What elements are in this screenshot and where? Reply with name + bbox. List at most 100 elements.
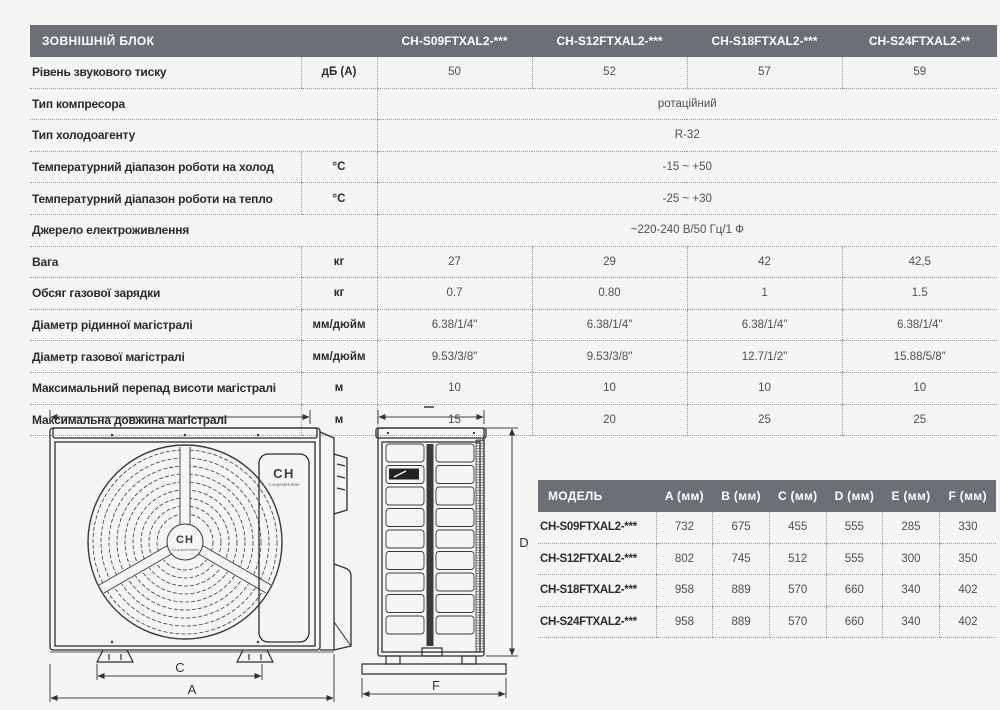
dims-value-0: 958 xyxy=(655,606,713,639)
side-dimension-f: F xyxy=(361,678,507,698)
dims-header-row: МОДЕЛЬ A (мм) B (мм) C (мм) D (мм) E (мм) F (м… xyxy=(538,480,996,512)
dims-value-0: 802 xyxy=(655,543,713,576)
side-handle xyxy=(389,468,419,480)
spec-value-1: 6.38/1/4" xyxy=(531,309,688,342)
spec-row: Обсяг газової зарядки кг 0.7 0.80 1 1.5 xyxy=(30,277,998,310)
dims-value-2: 570 xyxy=(768,606,827,639)
spec-row-unit: м xyxy=(300,372,378,405)
dims-row: CH-S09FTXAL2-*** 732 675 455 555 285 330 xyxy=(538,512,996,544)
outdoor-unit-side-drawing: D F xyxy=(361,406,529,698)
spec-row: Джерело електроживлення ~220-240 В/50 Гц/… xyxy=(30,214,998,247)
dims-value-3: 555 xyxy=(825,512,883,544)
spec-row-label: Джерело електроживлення xyxy=(30,214,378,247)
side-top-dimension xyxy=(377,406,485,424)
spec-row: Температурний діапазон роботи на тепло °С… xyxy=(30,182,998,215)
spec-value-0: 6.38/1/4" xyxy=(376,309,533,342)
spec-row-label: Діаметр рідинної магістралі xyxy=(30,309,301,342)
spec-value-1: 29 xyxy=(531,246,688,279)
dims-value-5: 402 xyxy=(938,574,996,607)
side-dimension-d: D xyxy=(486,427,529,657)
spec-value-0: 15 xyxy=(376,404,533,437)
spec-value-0: 9.53/3/8" xyxy=(376,340,533,373)
fan-grille xyxy=(87,444,283,640)
dims-value-0: 958 xyxy=(655,574,713,607)
dims-row: CH-S24FTXAL2-*** 958 889 570 660 340 402 xyxy=(538,606,996,639)
spec-row: Максимальна довжина магістралі м 15 20 25 25 xyxy=(30,404,998,437)
dims-value-2: 455 xyxy=(768,512,827,544)
dims-value-2: 570 xyxy=(768,574,827,607)
spec-row-label: Максимальна довжина магістралі xyxy=(30,404,301,437)
front-feet xyxy=(50,649,334,663)
dims-value-4: 340 xyxy=(882,606,940,639)
spec-row-label: Діаметр газової магістралі xyxy=(30,340,301,373)
spec-row-label: Температурний діапазон роботи на холод xyxy=(30,151,301,184)
spec-row-value-merged: -25 ~ +30 xyxy=(376,182,998,215)
dims-row-model: CH-S09FTXAL2-*** xyxy=(538,512,657,544)
dims-value-4: 285 xyxy=(882,512,940,544)
dims-header-1: A (мм) xyxy=(656,480,713,512)
spec-value-2: 57 xyxy=(686,57,843,89)
spec-row: Вага кг 27 29 42 42,5 xyxy=(30,246,998,279)
spec-row: Рівень звукового тиску дБ (А) 50 52 57 59 xyxy=(30,57,998,89)
dims-header-0: МОДЕЛЬ xyxy=(538,480,657,512)
front-unit-body xyxy=(49,427,352,651)
spec-value-1: 0.80 xyxy=(531,277,688,310)
spec-header-row: ЗОВНІШНІЙ БЛОК CH-S09FTXAL2-*** CH-S12FTXA… xyxy=(30,25,998,57)
dims-value-4: 340 xyxy=(882,574,940,607)
dim-label-a: A xyxy=(188,682,197,697)
spec-row: Діаметр газової магістралі мм/дюйм 9.53/3/… xyxy=(30,340,998,373)
spec-table-title: ЗОВНІШНІЙ БЛОК xyxy=(30,25,378,57)
spec-value-2: 1 xyxy=(686,277,843,310)
spec-row-value-merged: -15 ~ +50 xyxy=(376,151,998,184)
dims-row: CH-S18FTXAL2-*** 958 889 570 660 340 402 xyxy=(538,574,996,607)
side-coil-fins xyxy=(475,439,485,653)
spec-row-unit: °С xyxy=(300,182,378,215)
spec-value-2: 10 xyxy=(686,372,843,405)
spec-value-0: 0.7 xyxy=(376,277,533,310)
dims-value-1: 745 xyxy=(712,543,770,576)
dims-value-1: 889 xyxy=(712,606,770,639)
spec-row-label: Вага xyxy=(30,246,301,279)
model-header-0: CH-S09FTXAL2-*** xyxy=(377,25,533,57)
brand-logo-fan: CH xyxy=(176,534,194,546)
spec-row-value-merged: ротаційний xyxy=(376,88,998,121)
spec-row-label: Обсяг газової зарядки xyxy=(30,277,301,310)
spec-value-2: 25 xyxy=(686,404,843,437)
front-dimension-a: A xyxy=(49,654,335,702)
dims-row-model: CH-S24FTXAL2-*** xyxy=(538,606,657,639)
spec-value-0: 10 xyxy=(376,372,533,405)
dims-row-model: CH-S12FTXAL2-*** xyxy=(538,543,657,576)
dim-label-c: C xyxy=(175,660,184,675)
dims-value-0: 732 xyxy=(655,512,713,544)
dims-header-2: B (мм) xyxy=(712,480,770,512)
spec-row-value-merged: ~220-240 В/50 Гц/1 Ф xyxy=(376,214,998,247)
dimensions-table: МОДЕЛЬ A (мм) B (мм) C (мм) D (мм) E (мм) F (м… xyxy=(538,480,996,639)
brand-logo-panel: CH xyxy=(273,466,295,481)
spec-row-label: Температурний діапазон роботи на тепло xyxy=(30,182,301,215)
dims-value-5: 350 xyxy=(938,543,996,576)
outdoor-unit-front-drawing: CH Cooper&Hunter CH Cooper&Hunter C xyxy=(49,410,352,702)
front-top-dimension xyxy=(49,410,311,424)
spec-value-3: 6.38/1/4" xyxy=(841,309,998,342)
spec-value-3: 59 xyxy=(841,57,998,89)
spec-value-1: 9.53/3/8" xyxy=(531,340,688,373)
spec-row: Діаметр рідинної магістралі мм/дюйм 6.38/1… xyxy=(30,309,998,342)
spec-row: Тип холодоагенту R-32 xyxy=(30,119,998,152)
spec-value-2: 42 xyxy=(686,246,843,279)
spec-row: Температурний діапазон роботи на холод °С… xyxy=(30,151,998,184)
dims-header-4: D (мм) xyxy=(826,480,883,512)
spec-row-unit: °С xyxy=(300,151,378,184)
spec-value-1: 52 xyxy=(531,57,688,89)
model-header-1: CH-S12FTXAL2-*** xyxy=(532,25,688,57)
dims-value-5: 402 xyxy=(938,606,996,639)
spec-value-1: 10 xyxy=(531,372,688,405)
front-dimension-c: C xyxy=(96,660,263,680)
model-header-3: CH-S24FTXAL2-** xyxy=(842,25,998,57)
spec-row-label: Тип холодоагенту xyxy=(30,119,378,152)
dims-value-1: 889 xyxy=(712,574,770,607)
spec-value-0: 27 xyxy=(376,246,533,279)
spec-row-unit: кг xyxy=(300,246,378,279)
spec-value-0: 50 xyxy=(376,57,533,89)
spec-value-3: 15.88/5/8" xyxy=(841,340,998,373)
spec-row-unit: дБ (А) xyxy=(300,57,378,89)
